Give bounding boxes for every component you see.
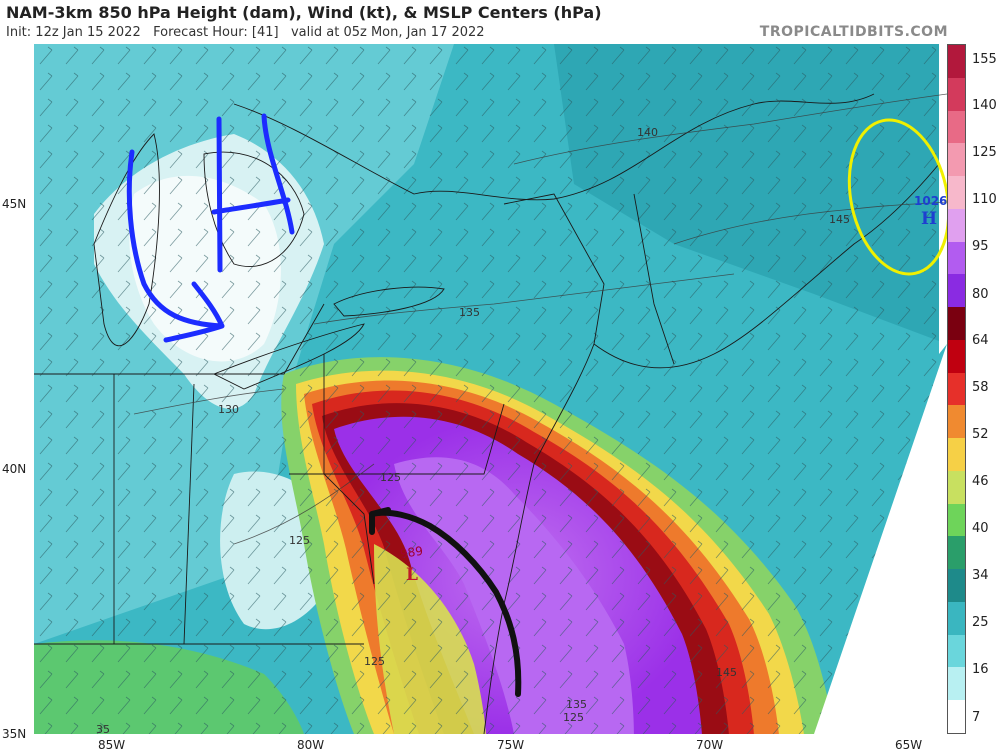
borders — [34, 93, 940, 734]
colorbar-label: 46 — [972, 474, 989, 489]
contour-label: 135 — [566, 698, 587, 711]
colorbar-swatch — [948, 700, 965, 733]
high-pressure-letter: H — [921, 209, 937, 229]
contour-label: 135 — [459, 306, 480, 319]
low-pressure-value: 989 — [399, 544, 424, 561]
blue-annotation-h — [211, 113, 295, 273]
colorbar-label: 155 — [972, 52, 997, 67]
state-line-1 — [34, 303, 325, 375]
colorbar-swatch — [948, 339, 965, 373]
colorbar-swatch — [948, 274, 965, 307]
lake-huron — [203, 151, 305, 267]
colorbar-label: 16 — [972, 662, 989, 677]
contour-label: 130 — [218, 403, 239, 416]
state-line-8 — [183, 383, 195, 645]
colorbar-label: 95 — [972, 239, 989, 254]
colorbar-label: 34 — [972, 568, 989, 583]
contour-label: 125 — [364, 655, 385, 668]
lat-label-35: 35N — [2, 727, 27, 741]
colorbar-swatch — [948, 208, 965, 242]
colorbar-label: 64 — [972, 333, 989, 348]
colorbar-swatch — [948, 405, 965, 438]
state-line-4 — [323, 354, 375, 585]
colorbar-swatch — [948, 307, 965, 340]
colorbar-label: 25 — [972, 615, 989, 630]
colorbar-label: 140 — [972, 98, 997, 113]
lon-label-65: 65W — [895, 738, 923, 752]
yellow-annotation-circle — [847, 118, 947, 276]
colorbar-swatch — [948, 503, 965, 537]
colorbar-swatch — [948, 536, 965, 569]
lon-label-85: 85W — [98, 738, 126, 752]
colorbar-swatch — [948, 241, 965, 275]
contour-label: 145 — [829, 213, 850, 226]
colorbar-swatch — [948, 176, 965, 209]
high-pressure-value: 1026 — [914, 194, 947, 208]
contour-label: 35 — [96, 723, 110, 734]
colorbar-swatch — [948, 470, 965, 504]
colorbar-swatch — [948, 667, 965, 700]
no-data-region — [814, 344, 947, 734]
colorbar-label: 80 — [972, 287, 989, 302]
lake-michigan — [93, 133, 160, 347]
blue-annotation-arrow — [126, 149, 225, 343]
colorbar-swatch — [948, 569, 965, 602]
wind-barbs — [34, 44, 947, 734]
state-line-6 — [633, 193, 675, 365]
lon-label-80: 80W — [297, 738, 325, 752]
colorbar-label: 125 — [972, 145, 997, 160]
contour-label: 145 — [716, 666, 737, 679]
site-credit: TROPICALTIDBITS.COM — [759, 24, 948, 40]
init-time: Init: 12z Jan 15 2022 — [6, 25, 141, 40]
colorbar-swatch — [948, 110, 965, 144]
map-canvas: 140 145 135 130 125 125 145 125 135 125 … — [34, 44, 947, 734]
colorbar-label: 52 — [972, 427, 989, 442]
lake-ontario — [333, 286, 445, 317]
colorbar-label: 110 — [972, 192, 997, 207]
colorbar-label: 58 — [972, 380, 989, 395]
contour-130 — [133, 388, 285, 415]
colorbar-label: 40 — [972, 521, 989, 536]
state-line-5 — [503, 193, 605, 345]
contour-label: 125 — [380, 471, 401, 484]
contour-145 — [673, 201, 947, 245]
height-contours — [133, 93, 947, 545]
weather-map: 140 145 135 130 125 125 145 125 135 125 … — [34, 44, 947, 734]
colorbar-swatch — [948, 634, 965, 668]
colorbar-swatch — [948, 438, 965, 471]
valid-time: valid at 05z Mon, Jan 17 2022 — [290, 25, 485, 40]
colorbar-swatch — [948, 45, 965, 78]
colorbar-swatch — [948, 143, 965, 176]
coastline-northeast — [593, 163, 940, 369]
lake-erie — [212, 323, 365, 390]
contour-label: 125 — [289, 534, 310, 547]
lon-label-70: 70W — [696, 738, 724, 752]
lat-label-40: 40N — [2, 462, 27, 476]
map-title: NAM-3km 850 hPa Height (dam), Wind (kt),… — [6, 3, 602, 22]
colorbar-swatch — [948, 77, 965, 111]
forecast-hour: Forecast Hour: [41] — [153, 25, 279, 40]
lon-label-75: 75W — [497, 738, 525, 752]
header: NAM-3km 850 hPa Height (dam), Wind (kt),… — [0, 0, 1000, 44]
low-pressure-letter: L — [406, 565, 418, 585]
border-canada — [233, 93, 875, 201]
colorbar-swatch — [948, 372, 965, 406]
contour-label: 125 — [563, 711, 584, 724]
contour-140 — [513, 93, 947, 165]
black-annotation-arrow — [369, 507, 522, 697]
lat-label-45: 45N — [2, 197, 27, 211]
map-subtitle: Init: 12z Jan 15 2022 Forecast Hour: [41… — [6, 25, 485, 40]
contour-label: 140 — [637, 126, 658, 139]
no-data-region-top — [939, 44, 947, 354]
state-line-2 — [289, 403, 505, 475]
contour-125 — [233, 463, 375, 545]
colorbar — [947, 44, 966, 734]
colorbar-label: 7 — [972, 710, 981, 725]
contour-135 — [313, 273, 735, 325]
colorbar-swatch — [948, 601, 965, 635]
coastline-atlantic — [483, 343, 595, 734]
